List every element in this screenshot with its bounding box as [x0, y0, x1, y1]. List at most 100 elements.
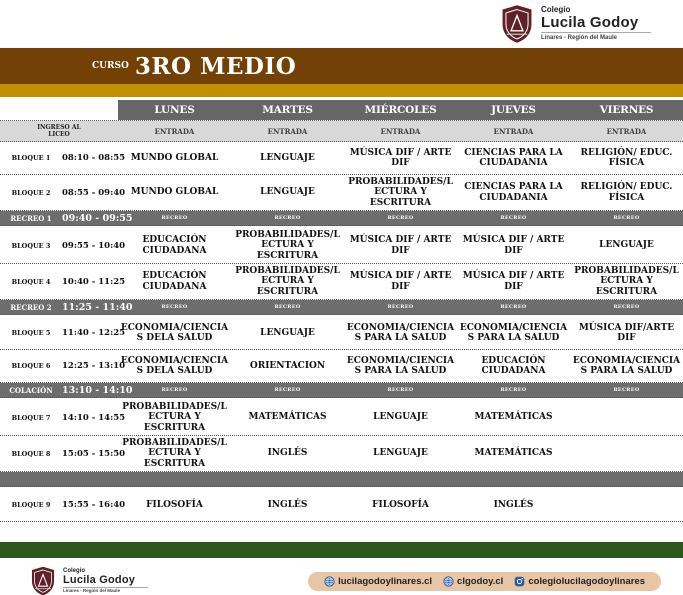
- curso-label: CURSO: [92, 61, 129, 71]
- subject-cell: ENTRADA: [267, 126, 308, 136]
- globe-icon: [443, 576, 454, 587]
- subject-cell: RECREO: [500, 215, 527, 222]
- subject-cell: RECREO: [274, 387, 301, 394]
- subject-cell: RECREO: [161, 215, 188, 222]
- instagram-link-text: colegiolucilagodoylinares: [528, 575, 645, 587]
- row-label: INGRESO AL LICEO: [37, 123, 81, 139]
- subject-cell: [570, 452, 683, 456]
- row-time: 15:05 - 15:50: [62, 448, 126, 459]
- subject-cell: PROBABILIDADES/LECTURA Y ESCRITURA: [122, 402, 227, 433]
- day-header-miercoles: MIÉRCOLES: [344, 100, 457, 120]
- subject-cell: LENGUAJE: [373, 412, 428, 423]
- row-time: 11:25 - 11:40: [62, 301, 133, 313]
- row-label: BLOQUE 5: [11, 329, 51, 338]
- brand-region: Linares - Región del Maule: [63, 588, 121, 594]
- footer: Colegio Lucila Godoy Linares - Región de…: [0, 558, 683, 595]
- website-link-text: lucilagodoylinares.cl: [338, 575, 433, 587]
- website-link-2[interactable]: clgodoy.cl: [443, 576, 503, 587]
- subject-cell: LENGUAJE: [373, 448, 428, 459]
- subject-cell: EDUCACIÓN CIUDADANA: [142, 271, 207, 292]
- row-label: BLOQUE 9: [11, 501, 51, 510]
- brand-name: Lucila Godoy: [63, 573, 136, 586]
- brand-region: Linares - Región del Maule: [541, 35, 618, 42]
- timetable-row: BLOQUE 5 11:40 - 12:25 ECONOMIA/CIENCIAS D…: [0, 317, 683, 351]
- subject-cell: LENGUAJE: [599, 240, 654, 251]
- brand-colegio: Colegio: [541, 5, 571, 15]
- row-label: BLOQUE 4: [11, 277, 51, 286]
- subject-cell: MATEMÁTICAS: [474, 412, 553, 423]
- subject-cell: [570, 416, 683, 420]
- timetable: LUNES MARTES MIÉRCOLES JUEVES VIERNES IN…: [0, 100, 683, 523]
- subject-cell: MÚSICA DIF / ARTE DIF: [349, 147, 452, 168]
- subject-cell: RECREO: [613, 215, 640, 222]
- brand-divider: [63, 587, 148, 589]
- subject-cell: INGLÉS: [267, 448, 308, 459]
- school-crest-icon: [502, 5, 532, 43]
- subject-cell: LENGUAJE: [260, 327, 315, 338]
- row-time: 12:25 - 13:10: [62, 361, 126, 372]
- subject-cell: RECREO: [274, 304, 301, 311]
- subject-cell: EDUCACIÓN CIUDADANA: [481, 355, 546, 377]
- subject-cell: ENTRADA: [380, 126, 421, 136]
- subject-cell: RECREO: [613, 387, 640, 394]
- subject-cell: [570, 503, 683, 507]
- row-time: 13:10 - 14:10: [62, 384, 133, 396]
- row-label: BLOQUE 8: [11, 449, 51, 458]
- day-header-martes: MARTES: [231, 100, 344, 120]
- subject-cell: ORIENTACION: [249, 360, 326, 371]
- subject-cell: MUNDO GLOBAL: [130, 187, 219, 198]
- subject-cell: RECREO: [500, 304, 527, 311]
- subject-cell: RECREO: [387, 387, 414, 394]
- instagram-icon: [515, 576, 525, 586]
- brand-colegio: Colegio: [63, 568, 85, 575]
- subject-cell: MATEMÁTICAS: [474, 448, 553, 459]
- row-label: BLOQUE 1: [11, 154, 51, 162]
- subject-cell: RECREO: [387, 304, 414, 311]
- footer-brand-text: Colegio Lucila Godoy Linares - Región de…: [63, 568, 148, 594]
- subject-cell: CIENCIAS PARA LA CIUDADANIA: [464, 147, 563, 168]
- subject-cell: ECONOMIA/CIENCIAS PARA LA SALUD: [459, 322, 568, 344]
- subject-cell: ENTRADA: [606, 126, 647, 136]
- subject-cell: LENGUAJE: [260, 187, 315, 198]
- day-header-jueves: JUEVES: [457, 100, 570, 120]
- school-crest-icon: [31, 566, 55, 595]
- subject-cell: MÚSICA DIF / ARTE DIF: [349, 235, 452, 256]
- row-label: BLOQUE 6: [11, 362, 51, 371]
- curso-banner: CURSO 3RO MEDIO: [0, 48, 683, 84]
- subject-cell: ECONOMIA/CIENCIAS PARA LA SALUD: [346, 322, 455, 344]
- instagram-link[interactable]: colegiolucilagodoylinares: [514, 576, 645, 587]
- subject-cell: MÚSICA DIF / ARTE DIF: [349, 271, 452, 292]
- row-time: 09:40 - 09:55: [62, 212, 133, 224]
- day-header-lunes: LUNES: [118, 100, 231, 120]
- subject-cell: EDUCACIÓN CIUDADANA: [142, 235, 207, 256]
- footer-green-bar: [0, 542, 683, 559]
- website-link[interactable]: lucilagodoylinares.cl: [324, 576, 432, 587]
- break-row: COLACIÓN 13:10 - 14:10 RECREO RECREO RECREO R…: [0, 383, 683, 399]
- row-label: BLOQUE 2: [11, 188, 51, 197]
- row-time: 14:10 - 14:55: [62, 412, 126, 423]
- subject-cell: RECREO: [387, 215, 414, 222]
- subject-cell: RECREO: [613, 304, 640, 311]
- timetable-row: BLOQUE 3 09:55 - 10:40 EDUCACIÓN CIUDADANA…: [0, 228, 683, 265]
- row-label: BLOQUE 7: [11, 413, 51, 422]
- subject-cell: MÚSICA DIF/ARTE DIF: [578, 322, 675, 344]
- top-header: Colegio Lucila Godoy Linares - Región de…: [0, 0, 683, 48]
- timetable-body: INGRESO AL LICEO ENTRADA ENTRADA ENTRADA ENT…: [0, 121, 683, 523]
- row-label: BLOQUE 3: [11, 241, 51, 250]
- row-time: 10:40 - 11:25: [62, 276, 126, 287]
- subject-cell: FILOSOFÍA: [146, 499, 203, 510]
- subject-cell: RECREO: [161, 387, 188, 394]
- subject-cell: RECREO: [500, 387, 527, 394]
- subject-cell: INGLÉS: [267, 499, 308, 510]
- subject-cell: PROBABILIDADES/LECTURA Y ESCRITURA: [122, 438, 227, 469]
- row-time: 09:55 - 10:40: [62, 240, 126, 251]
- globe-icon: [324, 576, 335, 587]
- row-time: 08:55 - 09:40: [62, 187, 126, 198]
- subject-cell: RECREO: [161, 304, 188, 311]
- subject-cell: FILOSOFÍA: [372, 499, 429, 510]
- break-row: RECREO 1 09:40 - 09:55 RECREO RECREO RECREO R…: [0, 211, 683, 227]
- row-label: RECREO 2: [10, 302, 52, 312]
- subject-cell: RELIGIÓN/ EDUC. FÍSICA: [580, 182, 673, 203]
- subject-cell: MÚSICA DIF / ARTE DIF: [462, 271, 565, 292]
- timetable-row: BLOQUE 4 10:40 - 11:25 EDUCACIÓN CIUDADANA…: [0, 264, 683, 301]
